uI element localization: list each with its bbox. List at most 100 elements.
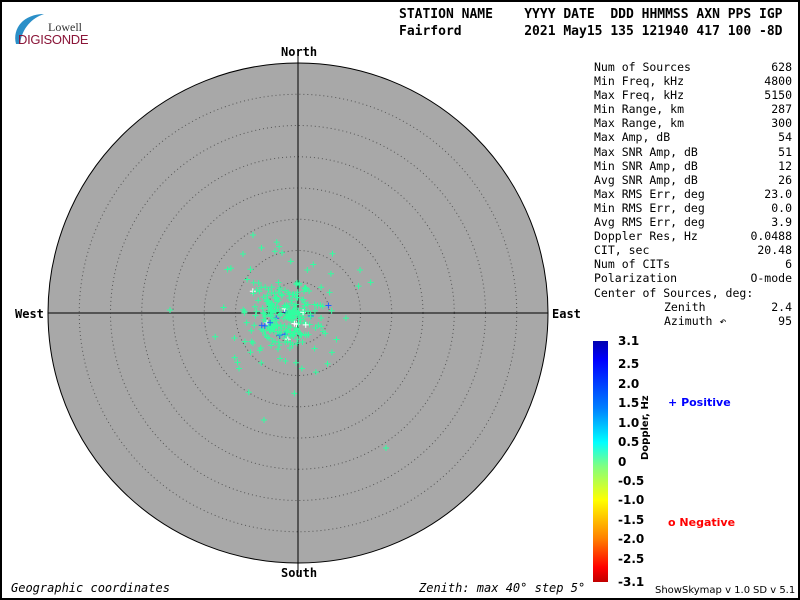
source-point <box>315 321 322 328</box>
stat-value: 628 <box>771 60 792 74</box>
source-point <box>327 270 334 277</box>
source-point <box>294 310 301 317</box>
source-point <box>286 291 293 298</box>
source-point <box>291 320 298 327</box>
source-point <box>253 308 260 315</box>
stat-row: Avg RMS Err, deg 3.9 <box>594 215 792 229</box>
source-point <box>224 266 231 273</box>
source-point <box>253 286 260 293</box>
source-point <box>301 308 308 315</box>
stat-value: 23.0 <box>764 186 792 201</box>
stat-row: Avg SNR Amp, dB 26 <box>594 173 792 187</box>
stat-value: 287 <box>771 102 792 117</box>
source-point <box>326 289 333 296</box>
stat-value: 0.0 <box>771 200 792 215</box>
source-point <box>292 305 299 312</box>
source-point <box>248 338 255 345</box>
source-point <box>279 292 286 299</box>
source-point <box>266 335 273 342</box>
stat-value: 2.4 <box>771 299 792 314</box>
stat-value: 26 <box>778 172 792 187</box>
source-point <box>274 328 281 335</box>
source-point <box>284 338 291 345</box>
source-point <box>267 313 274 320</box>
north-label: North <box>281 45 318 59</box>
source-point <box>296 280 303 287</box>
zenith-label: Zenith: max 40° step 5° <box>419 581 586 595</box>
source-point <box>261 310 268 317</box>
stat-row: CIT, sec 20.48 <box>594 243 792 257</box>
source-point <box>266 326 273 333</box>
source-point <box>297 330 304 337</box>
source-point <box>212 333 219 340</box>
stat-row: Zenith 2.4 <box>594 300 792 314</box>
source-point <box>262 332 269 339</box>
source-point <box>298 332 305 339</box>
stat-row: Azimuth ↶ 95 <box>594 314 792 328</box>
source-point <box>241 309 248 316</box>
source-point <box>285 310 292 317</box>
source-point <box>248 327 255 334</box>
colorbar-tick: 2.0 <box>618 376 640 391</box>
colorbar-tick: -1.0 <box>618 493 645 508</box>
source-point <box>275 279 282 286</box>
stat-value: 95 <box>778 313 792 328</box>
stat-value: 4800 <box>764 74 792 89</box>
source-point <box>319 303 326 310</box>
source-point <box>285 314 292 321</box>
source-point <box>227 265 234 272</box>
source-point <box>312 325 319 332</box>
source-point <box>275 297 282 304</box>
east-label: East <box>552 307 581 321</box>
source-point <box>278 325 285 332</box>
source-point <box>261 313 268 320</box>
source-point <box>271 290 278 297</box>
colorbar-tick: -1.5 <box>618 512 645 527</box>
source-point <box>282 287 289 294</box>
source-point <box>261 327 268 334</box>
legend-negative-label: Negative <box>679 516 736 529</box>
stat-label: Max Freq, kHz <box>594 88 685 103</box>
stat-value: 20.48 <box>757 243 792 258</box>
source-point <box>355 283 362 290</box>
stat-row: Doppler Res, Hz 0.0488 <box>594 229 792 243</box>
source-point <box>294 294 301 301</box>
source-point <box>288 317 295 324</box>
stats-panel: Num of Sources 628 Min Freq, kHz 4800 Max Fr… <box>594 60 792 328</box>
source-point <box>220 304 227 311</box>
source-point <box>258 359 265 366</box>
colorbar-tick: -2.0 <box>618 532 645 547</box>
source-point <box>367 279 374 286</box>
source-point <box>249 339 256 346</box>
source-point <box>243 319 250 326</box>
stat-label: Max SNR Amp, dB <box>594 144 698 159</box>
stat-label: Max RMS Err, deg <box>594 186 705 201</box>
logo-line2: DIGISONDE <box>18 32 89 47</box>
source-point <box>167 307 173 313</box>
source-point <box>245 389 252 396</box>
source-point <box>274 323 281 330</box>
source-point <box>342 315 349 322</box>
stat-value: 0.0488 <box>750 229 792 244</box>
colorbar-tick: 0.5 <box>618 435 640 450</box>
source-point <box>318 323 325 330</box>
colorbar-tick: -2.5 <box>618 551 645 566</box>
source-point <box>303 286 310 293</box>
colorbar-tick: 1.0 <box>618 415 640 430</box>
source-point <box>268 342 275 349</box>
stat-label: Center of Sources, deg: <box>594 285 754 300</box>
source-point <box>250 232 256 238</box>
source-point <box>300 296 307 303</box>
source-point <box>273 303 280 310</box>
source-point <box>287 333 294 340</box>
source-point <box>287 339 294 346</box>
source-point <box>294 325 301 332</box>
source-point <box>312 369 319 376</box>
source-point <box>268 284 275 291</box>
source-point <box>247 349 254 356</box>
source-point <box>273 317 280 324</box>
stat-label: Num of CITs <box>594 257 671 272</box>
legend-positive: + Positive <box>668 396 731 409</box>
stat-label: Num of Sources <box>594 60 691 74</box>
